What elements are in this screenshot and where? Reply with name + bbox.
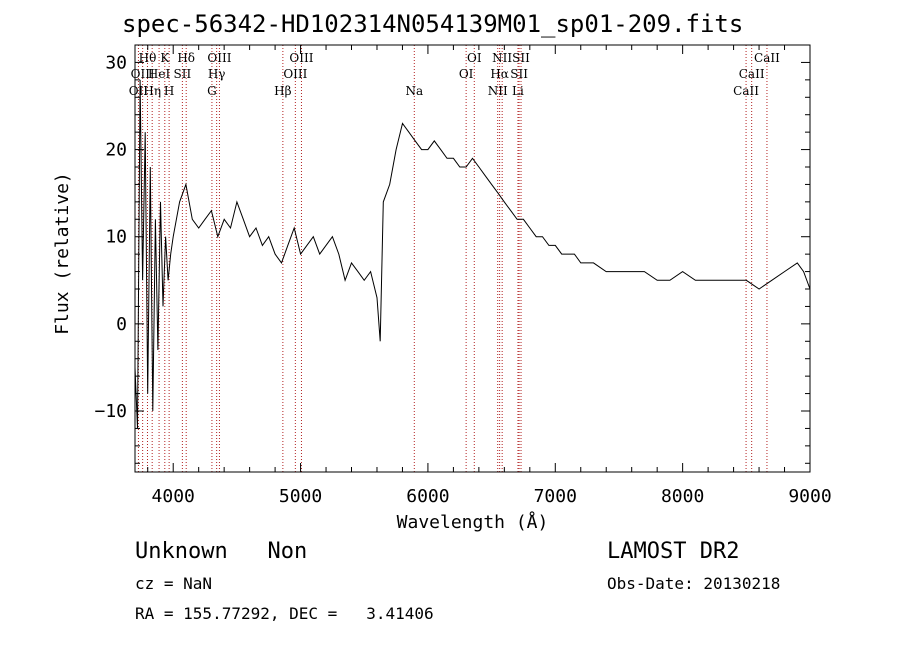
spectral-line-label: Hδ [177,51,195,65]
spectral-line-label: H [164,84,174,98]
x-tick-label: 5000 [279,486,322,507]
spectral-line-label: SII [510,67,528,81]
spectral-line-labels: OIIHθOIIIHηHeIKHSIIHδGHγOIIIHβOIIIOIIINa… [129,51,780,98]
spectral-line-label: K [160,51,170,65]
x-tick-label: 9000 [788,486,831,507]
spectral-line-label: NII [492,51,512,65]
chart-title: spec-56342-HD102314N054139M01_sp01-209.f… [122,10,744,38]
spectral-line-label: Hγ [208,67,226,81]
spectral-line-label: Li [512,84,524,98]
spectral-line-label: Na [405,84,423,98]
spectrum-line [134,79,811,429]
plot-frame [134,44,811,473]
spectral-line-markers [137,45,768,472]
y-tick-label: 30 [105,52,127,73]
axis-ticks: 4000 5000 6000 7000 8000 9000 −10 0 10 20 30 [94,44,832,507]
redshift-cz: cz = NaN [135,574,213,593]
sky-coordinates: RA = 155.77292, DEC = 3.41406 [135,604,434,623]
object-class: Unknown Non [135,539,308,564]
spectral-line-label: OI [459,67,474,81]
spectral-line-label: OI [467,51,482,65]
y-axis-label: Flux (relative) [52,172,73,335]
spectral-line-label: OIII [207,51,231,65]
spectral-line-label: OII [129,84,149,98]
spectral-line-label: NII [488,84,508,98]
spectral-line-label: HeI [148,67,171,81]
spectral-line-label: CaII [754,51,780,65]
y-tick-label: 20 [105,140,127,161]
y-tick-label: 10 [105,227,127,248]
y-tick-label: 0 [116,314,127,335]
x-tick-label: 8000 [661,486,704,507]
spectral-line-label: Hα [490,67,509,81]
spectral-line-label: Hη [143,84,161,98]
x-tick-label: 6000 [406,486,449,507]
observation-date: Obs-Date: 20130218 [607,574,781,593]
y-tick-label: −10 [94,401,127,422]
x-tick-label: 7000 [534,486,577,507]
spectral-line-label: G [207,84,217,98]
spectral-line-label: Hθ [139,51,157,65]
spectral-line-label: OIII [131,67,155,81]
spectral-line-label: CaII [733,84,759,98]
survey-name: LAMOST DR2 [607,539,740,564]
spectral-line-label: SII [512,51,530,65]
x-tick-label: 4000 [152,486,195,507]
spectral-line-label: OIII [283,67,307,81]
spectral-line-label: CaII [739,67,765,81]
spectral-line-label: SII [174,67,192,81]
x-axis-label: Wavelength (Å) [397,511,549,533]
spectral-line-label: Hβ [274,84,291,98]
spectral-line-label: OIII [289,51,313,65]
